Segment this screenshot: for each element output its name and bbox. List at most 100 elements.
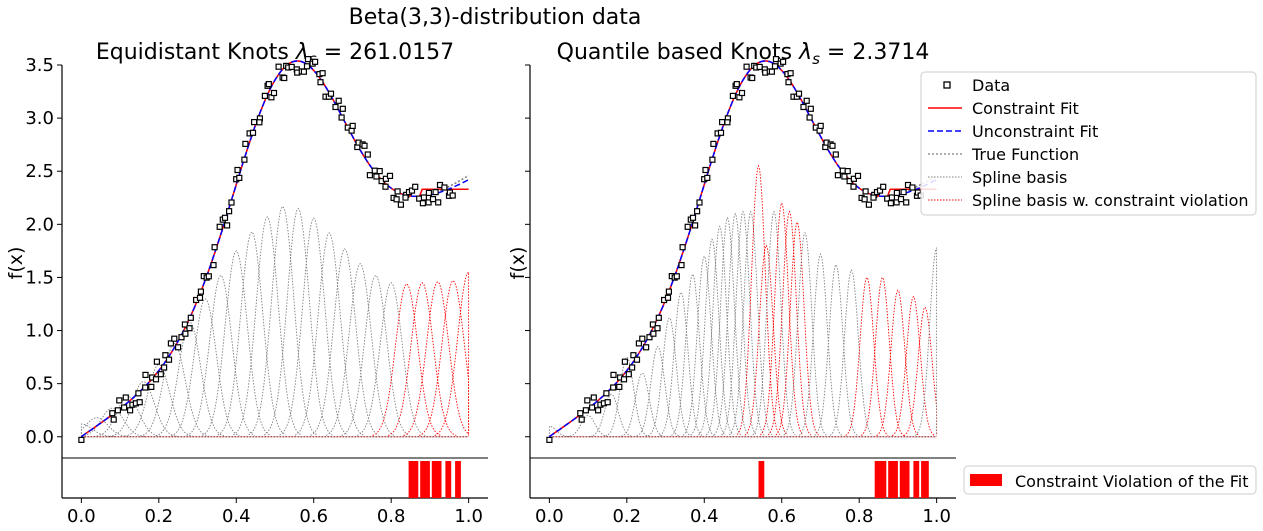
- data-point-88: [829, 142, 836, 149]
- data-point-20: [165, 356, 173, 363]
- unconstraint-fit-line: [80, 60, 469, 438]
- x-tick-label-2: 0.4: [690, 506, 719, 527]
- x-tick-label-1: 0.2: [612, 506, 641, 527]
- data-point-57: [270, 89, 278, 97]
- spline-basis-3: [605, 356, 649, 437]
- spline-basis-7: [659, 291, 703, 436]
- spline-basis-15: [729, 210, 773, 436]
- data-point-108: [887, 200, 895, 207]
- data-point-97: [386, 172, 394, 179]
- y-axis-label-right: f(x): [507, 247, 529, 280]
- legend-entry-unconstraint-fit: Unconstraint Fit: [928, 122, 1098, 141]
- violation-bar-2: [888, 461, 898, 498]
- data-point-77: [327, 90, 335, 97]
- x-tick-label-0: 0.0: [535, 506, 564, 527]
- violation-axes-quantile: 0.0 0.2 0.4 0.6 0.8 1.0: [530, 461, 956, 527]
- data-point-16: [621, 358, 629, 365]
- violation-legend-swatch: [970, 474, 1002, 486]
- data-point-12: [610, 384, 617, 391]
- data-point-71: [312, 58, 319, 65]
- data-point-22: [171, 335, 178, 342]
- spline-basis-13: [248, 205, 318, 436]
- data-point-116: [441, 184, 448, 191]
- spline-basis-25: [434, 270, 470, 436]
- data-point-111: [425, 199, 432, 206]
- spline-basis-16: [294, 231, 364, 436]
- data-point-23: [642, 344, 650, 351]
- violation-bar-0: [758, 461, 765, 498]
- data-point-4: [120, 404, 128, 411]
- violation-legend-label: Constraint Violation of the Fit: [1015, 472, 1248, 491]
- data-point-13: [616, 383, 623, 390]
- data-point-101: [865, 201, 873, 208]
- data-point-63: [756, 63, 763, 71]
- x-tick-label-5: 1.0: [454, 506, 483, 527]
- spline-basis-12: [232, 216, 302, 436]
- spline-basis-6: [647, 317, 691, 437]
- data-point-25: [181, 321, 188, 328]
- unconstraint-fit-line: [548, 60, 937, 438]
- data-point-74: [787, 70, 794, 77]
- data-point-114: [903, 199, 910, 206]
- data-point-53: [729, 92, 737, 100]
- data-point-69: [304, 55, 312, 63]
- data-point-26: [182, 330, 189, 337]
- data-point-5: [122, 394, 129, 401]
- data-point-78: [332, 103, 339, 111]
- spline-basis-23: [403, 281, 470, 436]
- spline-basis-12: [705, 216, 750, 436]
- data-point-6: [594, 407, 602, 414]
- data-point-113: [432, 189, 439, 196]
- data-point-63: [288, 63, 295, 71]
- x-tick-label-2: 0.4: [222, 506, 251, 527]
- y-tick-label-0: 0.0: [25, 427, 54, 448]
- spline-basis-11: [217, 231, 287, 436]
- spline-basis-10: [201, 250, 271, 436]
- data-point-52: [724, 119, 731, 126]
- data-point-69: [772, 55, 780, 63]
- data-point-96: [850, 183, 857, 190]
- spline-basis-21: [775, 220, 819, 436]
- data-point-26: [650, 330, 657, 337]
- y-tick-label-5: 2.5: [25, 161, 54, 182]
- spline-basis-17: [744, 244, 788, 436]
- data-point-49: [717, 129, 725, 136]
- data-point-27: [654, 325, 661, 332]
- data-point-60: [749, 74, 756, 82]
- data-point-1: [110, 416, 117, 423]
- data-point-50: [718, 118, 726, 126]
- spline-basis-5: [124, 363, 194, 437]
- data-point-11: [142, 371, 149, 378]
- legend-entry-constraint-fit: Constraint Fit: [928, 99, 1079, 118]
- data-point-23: [175, 344, 182, 351]
- data-point-89: [364, 151, 371, 158]
- legend-entry-spline-basis: Spline basis: [928, 168, 1067, 187]
- legend-frame: [920, 71, 1257, 216]
- spline-basis-27: [860, 276, 904, 436]
- data-point-36: [679, 244, 686, 251]
- data-point-25: [649, 321, 657, 328]
- data-point-0: [109, 410, 116, 417]
- data-point-15: [620, 376, 628, 383]
- spline-basis-28: [876, 289, 920, 436]
- data-point-42: [228, 199, 235, 206]
- data-point-105: [876, 187, 884, 194]
- spline-basis-1: [566, 415, 610, 438]
- data-point-84: [349, 122, 356, 130]
- data-point-92: [373, 173, 380, 180]
- data-point-1: [578, 416, 585, 423]
- data-point-45: [236, 174, 243, 181]
- data-point-27: [186, 325, 193, 332]
- data-point-74: [319, 70, 326, 77]
- data-point-91: [839, 167, 846, 174]
- spline-basis-0: [548, 425, 571, 438]
- spline-basis-29: [891, 295, 935, 436]
- data-point-60: [281, 74, 288, 82]
- y-tick-label-3: 1.5: [25, 267, 54, 288]
- data-point-28: [655, 314, 662, 321]
- data-point-2: [114, 407, 122, 414]
- violation-legend-frame: [963, 465, 1257, 495]
- data-point-106: [880, 183, 887, 190]
- spline-basis-25: [829, 269, 873, 436]
- data-point-47: [710, 140, 717, 147]
